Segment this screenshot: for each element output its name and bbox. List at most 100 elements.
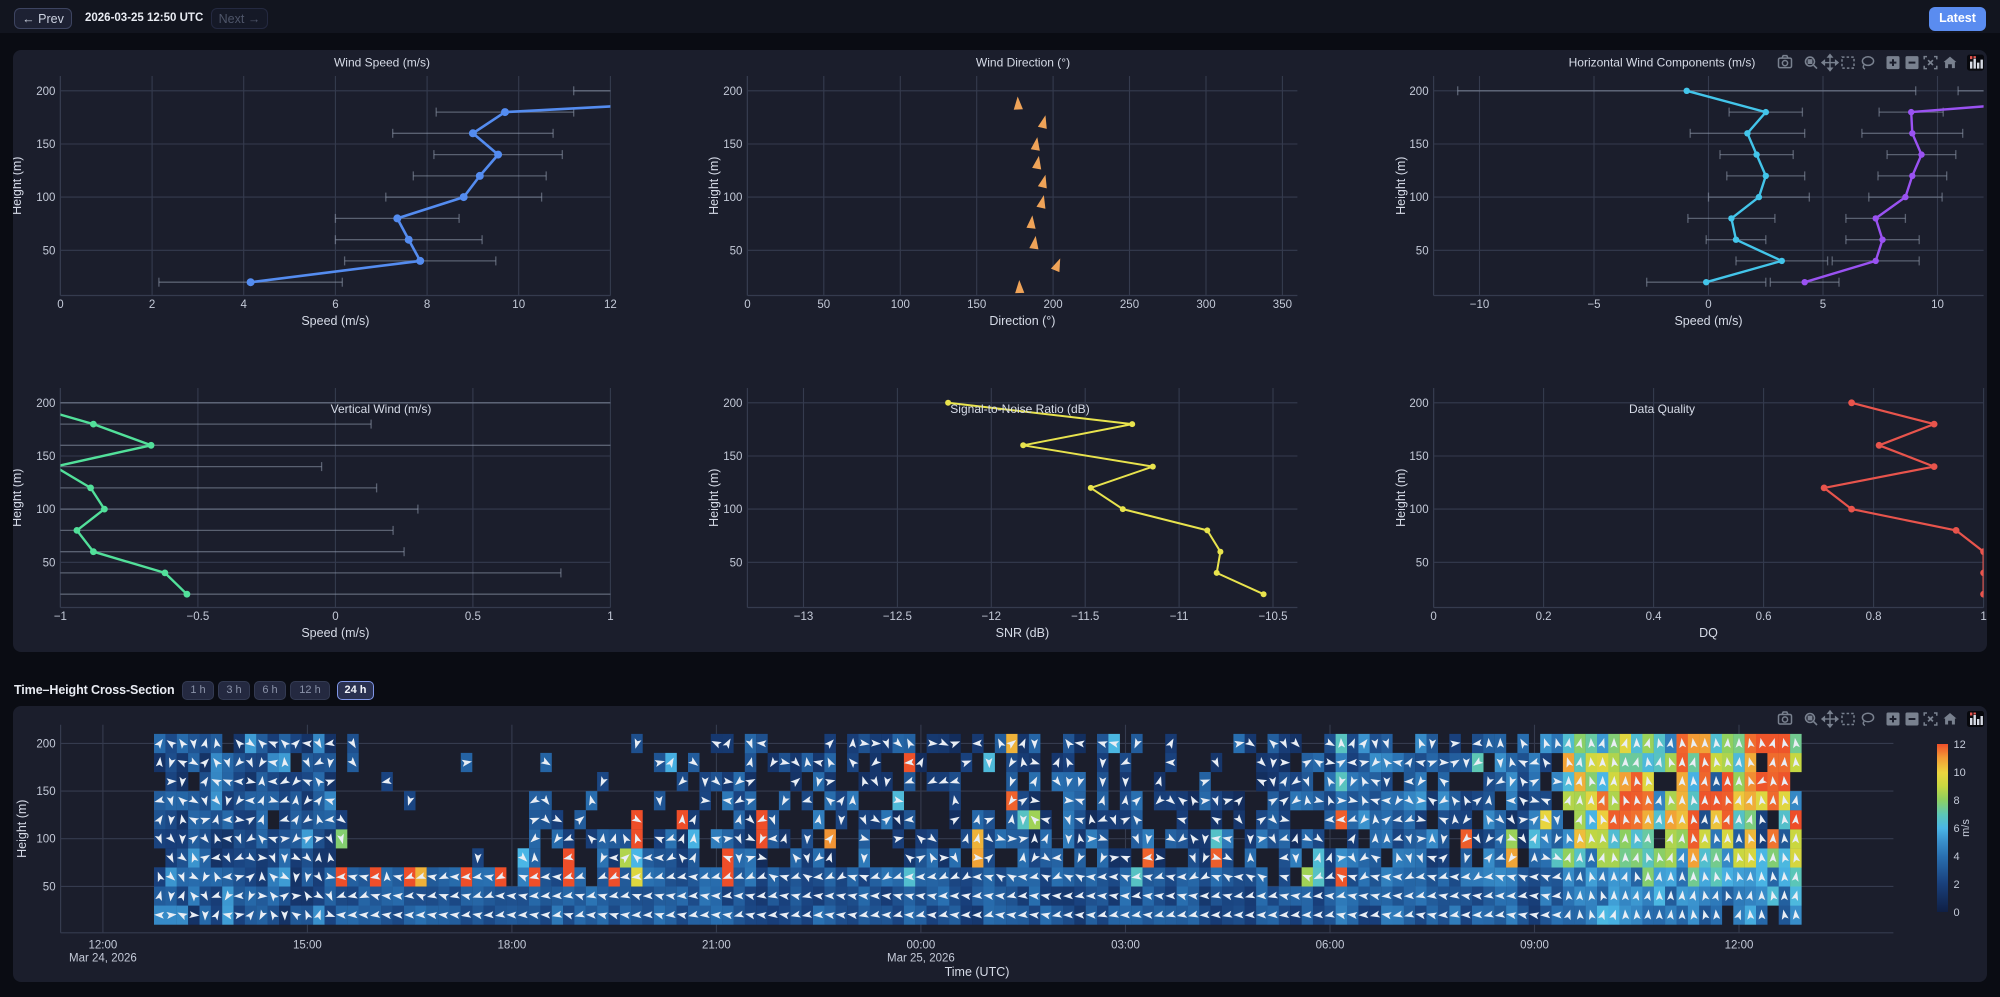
svg-text:100: 100 [36, 504, 55, 516]
svg-text:100: 100 [1409, 504, 1428, 516]
svg-text:50: 50 [730, 245, 743, 257]
svg-text:6: 6 [1954, 823, 1960, 835]
svg-text:m/s: m/s [1960, 819, 1972, 837]
svg-text:200: 200 [723, 86, 742, 98]
svg-text:0.8: 0.8 [1866, 611, 1882, 623]
svg-text:0.4: 0.4 [1646, 611, 1663, 623]
svg-text:100: 100 [891, 299, 910, 311]
svg-text:−11: −11 [1170, 611, 1189, 623]
svg-text:200: 200 [36, 398, 55, 410]
svg-text:50: 50 [43, 557, 56, 569]
svg-text:Direction (°): Direction (°) [989, 314, 1055, 328]
svg-text:Data Quality: Data Quality [1629, 402, 1695, 416]
svg-text:Height (m): Height (m) [707, 469, 721, 527]
svg-text:100: 100 [723, 192, 742, 204]
svg-text:8: 8 [424, 299, 430, 311]
svg-text:150: 150 [36, 139, 55, 151]
svg-text:18:00: 18:00 [498, 940, 527, 952]
svg-text:10: 10 [512, 299, 525, 311]
svg-text:150: 150 [967, 299, 986, 311]
svg-text:−12: −12 [982, 611, 1002, 623]
svg-text:Horizontal Wind Components (m/: Horizontal Wind Components (m/s) [1569, 56, 1756, 70]
svg-text:Height (m): Height (m) [13, 469, 24, 527]
svg-text:−5: −5 [1587, 299, 1600, 311]
svg-text:Vertical Wind (m/s): Vertical Wind (m/s) [331, 402, 432, 416]
svg-text:200: 200 [1044, 299, 1063, 311]
svg-text:200: 200 [1409, 86, 1428, 98]
svg-text:200: 200 [723, 398, 742, 410]
svg-text:0: 0 [57, 299, 63, 311]
svg-text:0.2: 0.2 [1536, 611, 1552, 623]
svg-text:00:00: 00:00 [907, 940, 936, 952]
svg-text:50: 50 [1416, 557, 1429, 569]
svg-text:0: 0 [1430, 611, 1436, 623]
svg-text:21:00: 21:00 [702, 940, 731, 952]
svg-text:03:00: 03:00 [1111, 940, 1140, 952]
svg-text:50: 50 [43, 245, 56, 257]
svg-text:100: 100 [1409, 192, 1428, 204]
svg-text:0: 0 [744, 299, 750, 311]
svg-text:Wind Speed (m/s): Wind Speed (m/s) [334, 56, 430, 70]
svg-text:12: 12 [1954, 739, 1966, 751]
svg-text:Height (m): Height (m) [13, 157, 24, 215]
svg-text:0.6: 0.6 [1756, 611, 1772, 623]
svg-text:100: 100 [36, 192, 55, 204]
svg-text:150: 150 [36, 786, 55, 798]
svg-text:Speed (m/s): Speed (m/s) [301, 314, 369, 328]
svg-text:2: 2 [149, 299, 155, 311]
svg-text:4: 4 [1954, 851, 1960, 863]
svg-text:200: 200 [36, 86, 55, 98]
svg-text:50: 50 [730, 557, 743, 569]
svg-text:0: 0 [332, 611, 338, 623]
svg-text:200: 200 [1409, 398, 1428, 410]
svg-text:150: 150 [1409, 139, 1428, 151]
svg-text:Signal-to-Noise Ratio (dB): Signal-to-Noise Ratio (dB) [950, 402, 1089, 416]
svg-text:−10.5: −10.5 [1258, 611, 1287, 623]
svg-text:Wind Direction (°): Wind Direction (°) [976, 56, 1070, 70]
svg-text:12: 12 [604, 299, 617, 311]
svg-text:150: 150 [36, 451, 55, 463]
svg-text:50: 50 [43, 881, 56, 893]
svg-text:06:00: 06:00 [1316, 940, 1345, 952]
svg-text:1: 1 [607, 611, 613, 623]
svg-text:−0.5: −0.5 [187, 611, 210, 623]
svg-text:12:00: 12:00 [89, 940, 118, 952]
svg-text:100: 100 [36, 834, 55, 846]
svg-text:150: 150 [723, 139, 742, 151]
svg-text:0: 0 [1954, 907, 1960, 919]
svg-text:Height (m): Height (m) [707, 157, 721, 215]
svg-text:Height (m): Height (m) [15, 800, 29, 858]
svg-text:8: 8 [1954, 795, 1960, 807]
svg-text:−11.5: −11.5 [1071, 611, 1099, 623]
svg-text:0.5: 0.5 [465, 611, 481, 623]
svg-text:Speed (m/s): Speed (m/s) [301, 626, 369, 640]
svg-text:0: 0 [1705, 299, 1711, 311]
svg-text:5: 5 [1820, 299, 1826, 311]
svg-text:1: 1 [1980, 611, 1986, 623]
svg-text:−13: −13 [794, 611, 814, 623]
svg-text:250: 250 [1120, 299, 1139, 311]
svg-text:Height (m): Height (m) [1394, 469, 1408, 527]
svg-text:10: 10 [1931, 299, 1944, 311]
svg-text:6: 6 [332, 299, 338, 311]
svg-text:300: 300 [1196, 299, 1215, 311]
svg-text:Height (m): Height (m) [1394, 157, 1408, 215]
svg-text:150: 150 [1409, 451, 1428, 463]
svg-text:100: 100 [723, 504, 742, 516]
svg-text:−1: −1 [54, 611, 67, 623]
svg-text:200: 200 [36, 738, 55, 750]
svg-text:12:00: 12:00 [1725, 940, 1754, 952]
svg-text:50: 50 [1416, 245, 1429, 257]
svg-text:15:00: 15:00 [293, 940, 322, 952]
svg-text:Speed (m/s): Speed (m/s) [1674, 314, 1742, 328]
svg-text:−12.5: −12.5 [883, 611, 912, 623]
svg-text:50: 50 [817, 299, 830, 311]
svg-text:SNR (dB): SNR (dB) [996, 626, 1049, 640]
svg-text:−10: −10 [1470, 299, 1490, 311]
svg-text:4: 4 [240, 299, 247, 311]
svg-text:Mar 25, 2026: Mar 25, 2026 [887, 953, 955, 965]
svg-text:DQ: DQ [1699, 626, 1718, 640]
svg-text:350: 350 [1273, 299, 1292, 311]
svg-text:Time (UTC): Time (UTC) [945, 965, 1010, 979]
svg-text:2: 2 [1954, 879, 1960, 891]
